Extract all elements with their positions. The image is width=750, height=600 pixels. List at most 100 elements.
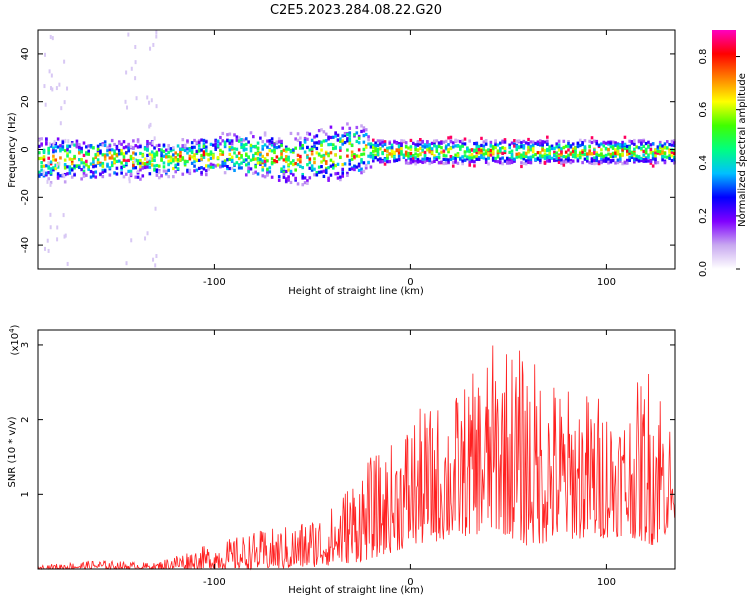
spectrogram-cell — [219, 142, 222, 146]
spectrogram-cell — [475, 142, 479, 146]
spectrogram-cell — [143, 162, 147, 166]
spectrogram-cell — [42, 155, 46, 159]
spectrogram-cell — [435, 145, 439, 149]
spectrogram-cell — [630, 155, 634, 160]
spectrogram-cell — [256, 150, 260, 154]
spectrogram-cell — [400, 142, 403, 146]
spectrogram-cell — [334, 172, 337, 176]
spectrogram-cell — [200, 157, 203, 161]
colorbar-tick-label: 0.2 — [698, 208, 709, 224]
spectrogram-cell — [386, 155, 389, 159]
spectrogram-cell — [501, 151, 504, 155]
spectrogram-cell — [82, 153, 86, 158]
spectrogram-cell — [89, 175, 93, 179]
spectrogram-noise-cell — [133, 159, 136, 164]
colorbar-tick-label: 0.0 — [698, 261, 709, 277]
spectrogram-cell — [193, 153, 196, 157]
spectrogram-cell — [390, 143, 394, 147]
spectrogram-cell — [388, 146, 392, 150]
spectrogram-cell — [157, 143, 161, 147]
spectrogram-cell — [449, 157, 453, 162]
spectrogram-cell — [644, 147, 648, 151]
spectrogram-cell — [296, 138, 300, 142]
spectrogram-cell — [381, 144, 384, 148]
spectrogram-cell — [367, 138, 370, 142]
spectrogram-cell — [663, 155, 667, 159]
spectrogram-cell — [670, 154, 674, 158]
spectrogram-cell — [174, 155, 178, 160]
spectrogram-cell — [49, 169, 53, 174]
spectrogram-noise-cell — [128, 179, 131, 184]
spectrogram-cell — [517, 155, 521, 159]
spectrogram-cell — [108, 151, 112, 155]
spectrogram-cell — [473, 160, 476, 164]
spectrogram-noise-cell — [46, 238, 49, 243]
spectrogram-cell — [451, 141, 455, 145]
spectrogram-cell — [404, 158, 408, 163]
spectrogram-cell — [115, 159, 119, 163]
spectrogram-cell — [480, 148, 483, 153]
spectrogram-cell — [261, 168, 265, 172]
spectrogram-cell — [527, 156, 530, 160]
spectrogram-cell — [129, 157, 133, 161]
spectrogram-cell — [329, 158, 333, 162]
spectrogram-cell — [618, 146, 622, 150]
spectrogram-cell — [296, 158, 300, 162]
spectrogram-cell — [216, 140, 220, 144]
spectrogram-cell — [569, 144, 573, 148]
spectrogram-cell — [324, 168, 328, 172]
spectrogram-cell — [564, 158, 568, 162]
spectrogram-cell — [346, 137, 349, 141]
spectrogram-cell — [172, 153, 175, 157]
spectrogram-cell — [348, 158, 352, 163]
spectrogram-cell — [204, 169, 208, 173]
spectrogram-cell — [254, 170, 257, 174]
spectrogram-cell — [520, 164, 523, 169]
spectrogram-cell — [360, 160, 363, 164]
spectrogram-cell — [233, 162, 236, 166]
spectrogram-cell — [68, 150, 72, 154]
spectrogram-cell — [484, 149, 488, 153]
spectrogram-cell — [407, 156, 410, 160]
spectrogram-cell — [89, 144, 93, 148]
spectrogram-cell — [597, 162, 601, 166]
spectrogram-cell — [536, 140, 540, 144]
spectrogram-cell — [475, 154, 479, 158]
spectrogram-y-axis-label: Frequency (Hz) — [7, 112, 18, 188]
spectrogram-cell — [517, 146, 521, 150]
spectrogram-cell — [273, 142, 276, 146]
spectrogram-cell — [284, 155, 288, 159]
spectrogram-cell — [647, 140, 650, 144]
spectrogram-cell — [99, 149, 102, 153]
spectrogram-cell — [292, 162, 295, 167]
spectrogram-cell — [162, 165, 166, 169]
spectrogram-cell — [456, 143, 460, 148]
spectrogram-cell — [110, 163, 114, 168]
spectrogram-cell — [315, 134, 319, 138]
spectrogram-cell — [223, 140, 227, 144]
spectrogram-cell — [207, 164, 210, 168]
snr-scale-label: (x104) — [8, 324, 21, 355]
spectrogram-cell — [670, 150, 674, 154]
spectrogram-cell — [348, 137, 352, 142]
spectrogram-cell — [129, 154, 133, 159]
spectrogram-cell — [642, 159, 646, 163]
spectrogram-cell — [146, 139, 149, 144]
spectrogram-cell — [581, 140, 584, 145]
spectrogram-cell — [661, 155, 664, 159]
spectrogram-cell — [475, 157, 479, 161]
spectrogram-cell — [616, 143, 620, 147]
spectrogram-cell — [647, 153, 650, 157]
spectrogram-cell — [277, 137, 281, 141]
spectrogram-cell — [322, 156, 326, 160]
spectrogram-cell — [70, 157, 74, 162]
spectrogram-cell — [125, 145, 128, 149]
spectrogram-cell — [190, 150, 194, 155]
spectrogram-cell — [362, 134, 366, 138]
spectrogram-cell — [52, 150, 55, 154]
spectrogram-cell — [581, 150, 584, 154]
spectrogram-cell — [604, 147, 608, 151]
spectrogram-cell — [233, 133, 236, 137]
spectrogram-cell — [193, 164, 196, 168]
